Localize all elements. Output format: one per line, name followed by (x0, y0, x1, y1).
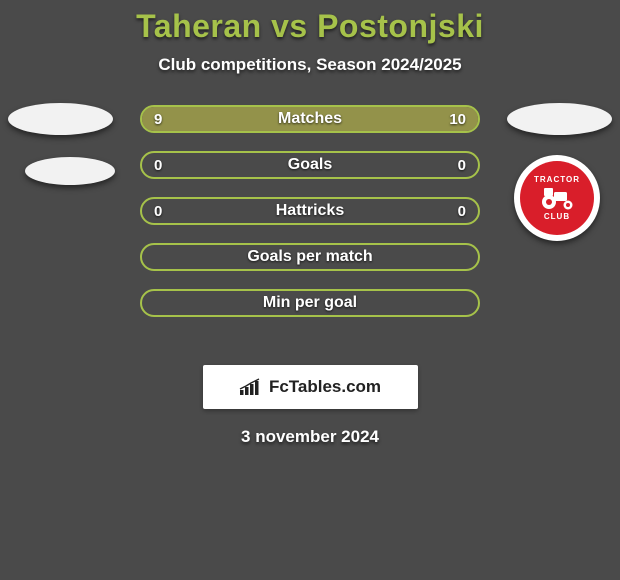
stat-value-left: 0 (154, 199, 162, 223)
team-right-badge-1 (507, 103, 612, 135)
stat-value-right: 0 (458, 153, 466, 177)
stat-row: Goals0 0 (140, 151, 480, 179)
tractor-icon (538, 186, 576, 210)
logo-text-bottom: CLUB (544, 212, 570, 221)
comparison-arena: TRACTOR CLUB Matches910Goals00Hattricks0… (0, 105, 620, 355)
stat-value-right: 0 (458, 199, 466, 223)
logo-text-top: TRACTOR (534, 175, 580, 184)
bar-chart-icon (239, 378, 263, 396)
brand-box[interactable]: FcTables.com (203, 365, 418, 409)
stat-value-right: 10 (449, 107, 466, 131)
stat-row: Matches9 10 (140, 105, 480, 133)
comparison-bars: Matches910Goals00Hattricks00Goals per ma… (140, 105, 480, 335)
team-right-logo: TRACTOR CLUB (514, 155, 600, 241)
team-left-badge-2 (25, 157, 115, 185)
stat-label: Hattricks (142, 199, 478, 223)
subtitle: Club competitions, Season 2024/2025 (0, 55, 620, 75)
stat-label: Min per goal (142, 291, 478, 315)
stat-row: Goals per match (140, 243, 480, 271)
stat-label: Matches (142, 107, 478, 131)
stat-row: Min per goal (140, 289, 480, 317)
stat-row: Hattricks0 0 (140, 197, 480, 225)
page-title: Taheran vs Postonjski (0, 8, 620, 45)
date-text: 3 november 2024 (0, 427, 620, 447)
brand-text: FcTables.com (269, 377, 381, 397)
stat-value-left: 0 (154, 153, 162, 177)
comparison-infographic: Taheran vs Postonjski Club competitions,… (0, 0, 620, 580)
stat-value-left: 9 (154, 107, 162, 131)
stat-label: Goals per match (142, 245, 478, 269)
tractor-club-logo: TRACTOR CLUB (520, 161, 594, 235)
team-left-badge-1 (8, 103, 113, 135)
stat-label: Goals (142, 153, 478, 177)
